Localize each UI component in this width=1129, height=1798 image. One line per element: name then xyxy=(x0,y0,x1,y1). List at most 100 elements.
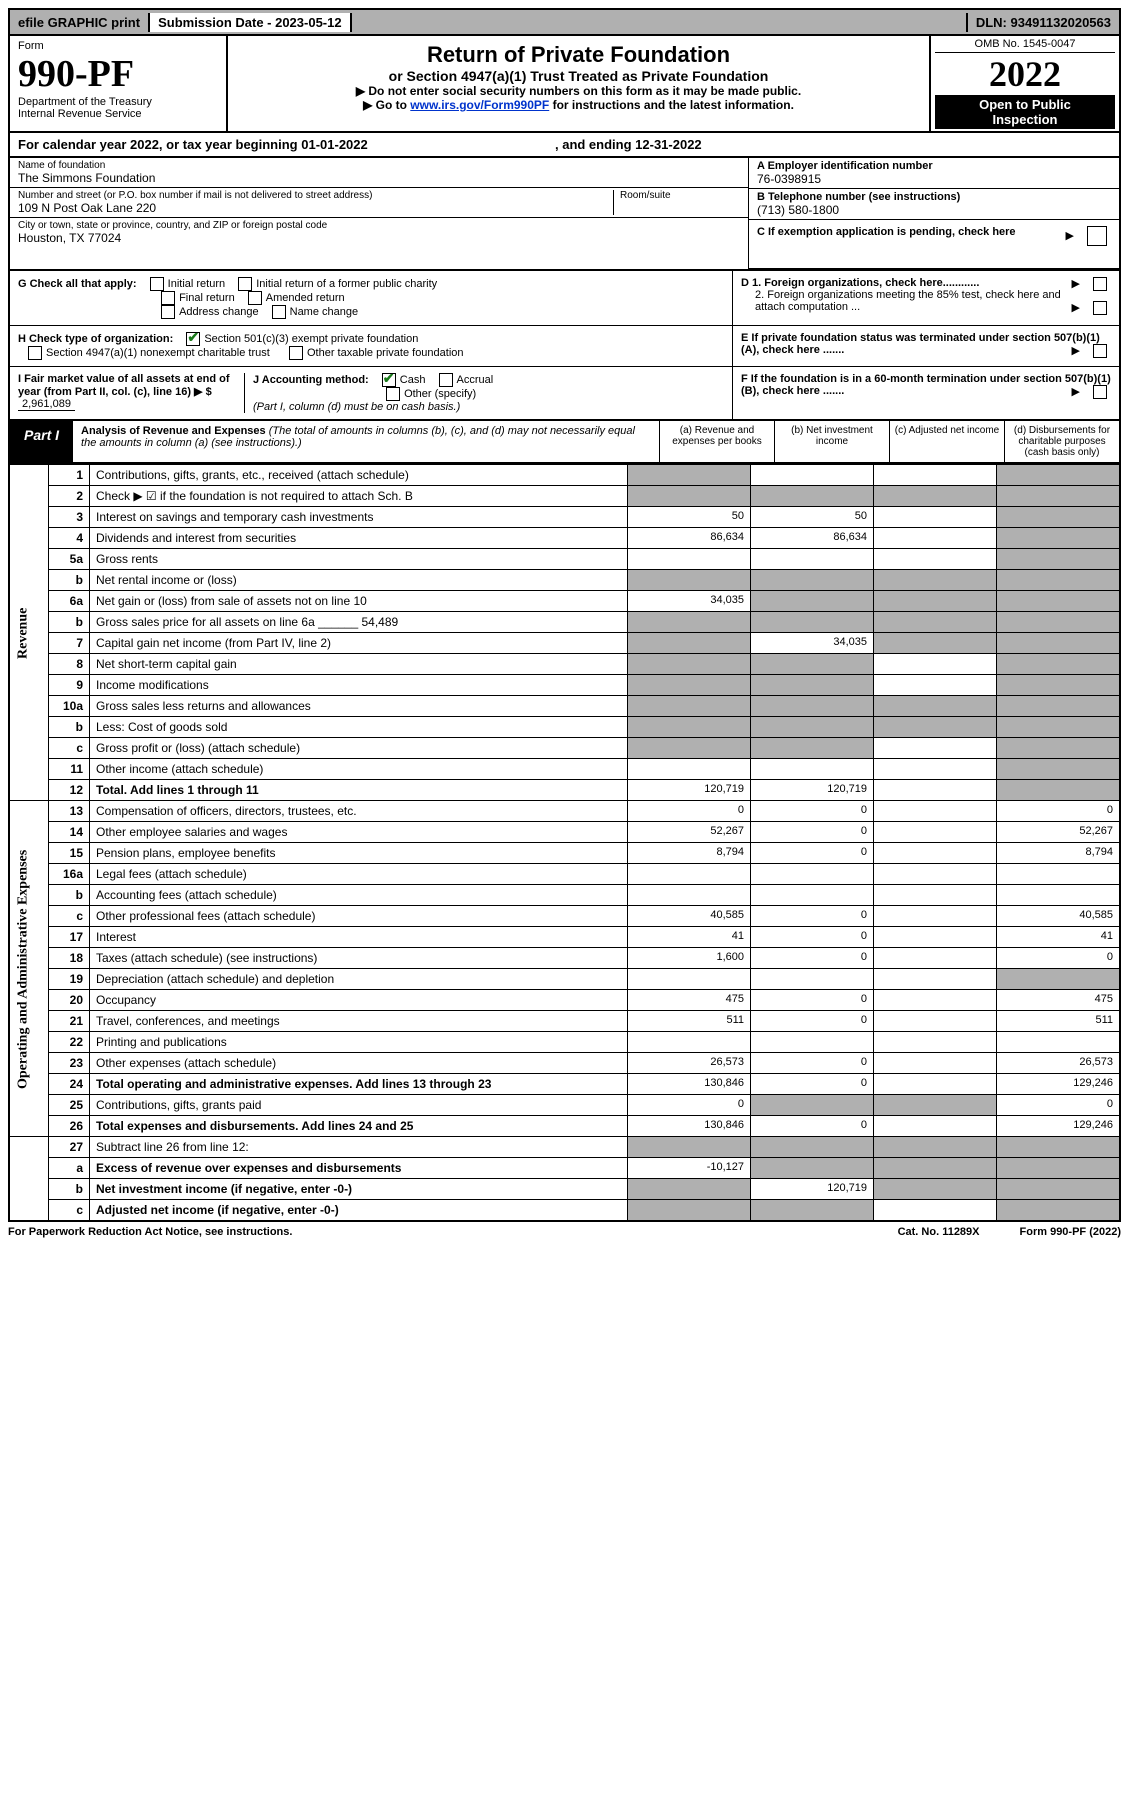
cb-85pct[interactable] xyxy=(1093,301,1107,315)
cb-terminated[interactable] xyxy=(1093,344,1107,358)
line-number: 5a xyxy=(49,549,90,570)
line-desc: Other expenses (attach schedule) xyxy=(90,1053,628,1074)
amount-cell xyxy=(628,1137,751,1158)
line-desc: Income modifications xyxy=(90,675,628,696)
cb-address-change[interactable] xyxy=(161,305,175,319)
amount-cell: 34,035 xyxy=(628,591,751,612)
cb-initial-return[interactable] xyxy=(150,277,164,291)
amount-cell xyxy=(997,507,1121,528)
cb-501c3[interactable] xyxy=(186,332,200,346)
amount-cell xyxy=(628,1179,751,1200)
line-number: 2 xyxy=(49,486,90,507)
exemption-label: C If exemption application is pending, c… xyxy=(757,226,1016,238)
amount-cell xyxy=(874,864,997,885)
open-public-2: Inspection xyxy=(992,112,1057,127)
amount-cell xyxy=(874,885,997,906)
line-desc: Net rental income or (loss) xyxy=(90,570,628,591)
amount-cell xyxy=(751,465,874,486)
h-e-row: H Check type of organization: Section 50… xyxy=(8,326,1121,367)
table-row: 24Total operating and administrative exp… xyxy=(9,1074,1120,1095)
line-number: 17 xyxy=(49,927,90,948)
omb-number: OMB No. 1545-0047 xyxy=(935,38,1115,53)
line-desc: Legal fees (attach schedule) xyxy=(90,864,628,885)
table-row: bAccounting fees (attach schedule) xyxy=(9,885,1120,906)
table-row: cOther professional fees (attach schedul… xyxy=(9,906,1120,927)
cb-final-return[interactable] xyxy=(161,291,175,305)
cb-60month[interactable] xyxy=(1093,385,1107,399)
cb-4947[interactable] xyxy=(28,346,42,360)
cb-other-method[interactable] xyxy=(386,387,400,401)
line-desc: Check ▶ ☑ if the foundation is not requi… xyxy=(90,486,628,507)
amount-cell xyxy=(751,1158,874,1179)
amount-cell: 120,719 xyxy=(751,780,874,801)
form-subtitle: or Section 4947(a)(1) Trust Treated as P… xyxy=(236,68,921,84)
cb-name-change[interactable] xyxy=(272,305,286,319)
cb-other-taxable[interactable] xyxy=(289,346,303,360)
exemption-checkbox[interactable] xyxy=(1087,226,1107,246)
amount-cell xyxy=(997,1179,1121,1200)
amount-cell: 0 xyxy=(751,1074,874,1095)
j-note: (Part I, column (d) must be on cash basi… xyxy=(253,401,460,413)
amount-cell xyxy=(997,633,1121,654)
line-desc: Occupancy xyxy=(90,990,628,1011)
name-label: Name of foundation xyxy=(18,160,740,171)
table-row: 15Pension plans, employee benefits8,7940… xyxy=(9,843,1120,864)
amount-cell xyxy=(997,969,1121,990)
amount-cell xyxy=(628,486,751,507)
cb-amended[interactable] xyxy=(248,291,262,305)
amount-cell xyxy=(997,675,1121,696)
line-desc: Dividends and interest from securities xyxy=(90,528,628,549)
amount-cell: 41 xyxy=(628,927,751,948)
dept-treasury: Department of the Treasury xyxy=(18,96,218,108)
form990pf-link[interactable]: www.irs.gov/Form990PF xyxy=(410,98,549,112)
cb-foreign-org[interactable] xyxy=(1093,277,1107,291)
identification-block: Name of foundation The Simmons Foundatio… xyxy=(8,158,1121,271)
amount-cell: 0 xyxy=(628,801,751,822)
amount-cell xyxy=(874,1053,997,1074)
name-cell: Name of foundation The Simmons Foundatio… xyxy=(10,158,748,188)
table-row: cAdjusted net income (if negative, enter… xyxy=(9,1200,1120,1222)
cb-cash[interactable] xyxy=(382,373,396,387)
opt-amended: Amended return xyxy=(266,292,345,304)
amount-cell xyxy=(751,486,874,507)
d1-label: D 1. Foreign organizations, check here..… xyxy=(741,277,979,289)
calyear-end: 12-31-2022 xyxy=(635,137,702,152)
opt-other-taxable: Other taxable private foundation xyxy=(307,347,464,359)
line-desc: Accounting fees (attach schedule) xyxy=(90,885,628,906)
line-number: a xyxy=(49,1158,90,1179)
calyear-begin: 01-01-2022 xyxy=(301,137,368,152)
amount-cell xyxy=(874,549,997,570)
amount-cell: 0 xyxy=(751,990,874,1011)
amount-cell xyxy=(997,1200,1121,1222)
amount-cell xyxy=(874,591,997,612)
amount-cell xyxy=(997,1137,1121,1158)
amount-cell xyxy=(628,717,751,738)
footer-left: For Paperwork Reduction Act Notice, see … xyxy=(8,1226,292,1238)
line-desc: Printing and publications xyxy=(90,1032,628,1053)
amount-cell xyxy=(751,1032,874,1053)
amount-cell: 0 xyxy=(997,1095,1121,1116)
amount-cell xyxy=(628,1032,751,1053)
amount-cell: 1,600 xyxy=(628,948,751,969)
amount-cell xyxy=(874,717,997,738)
part1-title: Analysis of Revenue and Expenses xyxy=(81,425,266,437)
table-row: 3Interest on savings and temporary cash … xyxy=(9,507,1120,528)
table-row: 8Net short-term capital gain xyxy=(9,654,1120,675)
cb-initial-former[interactable] xyxy=(238,277,252,291)
table-row: bNet rental income or (loss) xyxy=(9,570,1120,591)
amount-cell xyxy=(874,822,997,843)
line-desc: Net investment income (if negative, ente… xyxy=(90,1179,628,1200)
line-number: 3 xyxy=(49,507,90,528)
line-number: 14 xyxy=(49,822,90,843)
line-desc: Taxes (attach schedule) (see instruction… xyxy=(90,948,628,969)
dln: DLN: 93491132020563 xyxy=(966,13,1119,32)
instr-ssn: ▶ Do not enter social security numbers o… xyxy=(236,84,921,98)
amount-cell xyxy=(628,633,751,654)
line-desc: Depreciation (attach schedule) and deple… xyxy=(90,969,628,990)
cb-accrual[interactable] xyxy=(439,373,453,387)
footer-right: Form 990-PF (2022) xyxy=(1020,1226,1121,1238)
amount-cell xyxy=(997,885,1121,906)
line-desc: Pension plans, employee benefits xyxy=(90,843,628,864)
col-a-head: (a) Revenue and expenses per books xyxy=(659,421,774,462)
amount-cell xyxy=(997,738,1121,759)
